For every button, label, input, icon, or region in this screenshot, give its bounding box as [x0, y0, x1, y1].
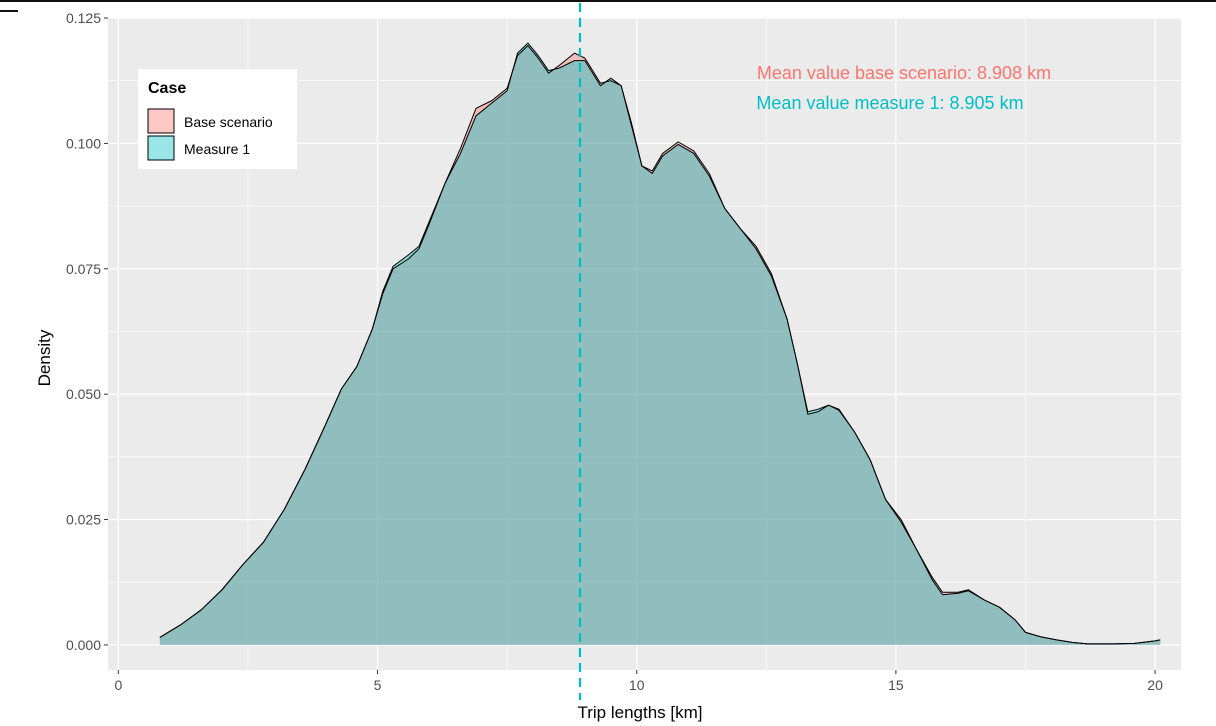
- x-tick-label: 20: [1147, 677, 1163, 693]
- x-tick-label: 15: [888, 677, 904, 693]
- y-axis: 0.000 0.025 0.050 0.075 0.100 0.125: [66, 10, 108, 653]
- x-axis: 0 5 10 15 20: [114, 670, 1163, 693]
- legend-label-measure-1: Measure 1: [184, 141, 250, 157]
- legend-key-measure-1: [147, 135, 175, 161]
- density-area-measure-1: [159, 43, 1161, 645]
- y-tick-label: 0.000: [66, 637, 101, 653]
- legend: Case Base scenario Measure 1: [138, 69, 297, 169]
- annotation-measure-mean: Mean value measure 1: 8.905 km: [756, 93, 1023, 113]
- y-tick-label: 0.025: [66, 512, 101, 528]
- density-area-base-scenario: [159, 45, 1161, 645]
- x-tick-label: 0: [114, 677, 122, 693]
- top-left-tick: [0, 10, 18, 12]
- x-tick-label: 10: [629, 677, 645, 693]
- density-areas: [159, 42, 1161, 645]
- y-tick-label: 0.075: [66, 261, 101, 277]
- legend-key-base-scenario: [147, 108, 175, 134]
- legend-title: Case: [148, 80, 186, 97]
- density-outline-measure-1: [159, 42, 1161, 645]
- x-axis-title: Trip lengths [km]: [577, 703, 702, 722]
- y-tick-label: 0.125: [66, 10, 101, 26]
- minor-grid: [108, 18, 1181, 670]
- x-tick-label: 5: [374, 677, 382, 693]
- legend-background: [138, 69, 297, 169]
- y-tick-label: 0.050: [66, 386, 101, 402]
- top-border: [0, 0, 1216, 2]
- legend-label-base-scenario: Base scenario: [184, 114, 273, 130]
- annotation-base-mean: Mean value base scenario: 8.908 km: [757, 63, 1051, 83]
- y-tick-label: 0.100: [66, 135, 101, 151]
- y-axis-title: Density: [35, 329, 54, 386]
